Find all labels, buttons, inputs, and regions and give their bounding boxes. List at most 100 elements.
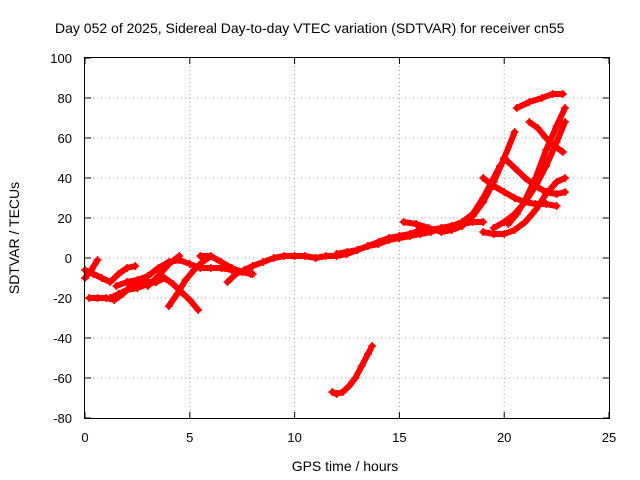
data-point (133, 284, 142, 292)
data-point (374, 240, 383, 248)
data-point (231, 270, 240, 278)
y-axis-label: SDTVAR / TECUs (6, 182, 22, 294)
x-tick-label: 15 (392, 430, 406, 445)
data-point (290, 252, 299, 260)
data-point (525, 98, 534, 106)
data-point (533, 124, 542, 132)
data-point (479, 218, 488, 226)
data-point (240, 266, 249, 274)
y-tick-label: 60 (58, 131, 72, 146)
data-point (114, 270, 123, 278)
data-point (521, 218, 530, 226)
data-point (504, 220, 513, 228)
series-line-arc-11 (329, 343, 376, 397)
data-point (368, 342, 377, 350)
data-point (525, 118, 534, 126)
data-point (196, 252, 205, 260)
data-point (542, 200, 551, 208)
y-tick-label: 100 (50, 51, 72, 66)
data-point (93, 294, 102, 302)
data-point (122, 278, 131, 286)
y-tick-label: -20 (53, 291, 72, 306)
x-tick-label: 10 (287, 430, 301, 445)
data-point (447, 224, 456, 232)
data-point (198, 258, 207, 266)
data-point (542, 162, 551, 170)
data-point (175, 252, 184, 260)
data-point (531, 200, 540, 208)
y-tick-label: 40 (58, 171, 72, 186)
x-axis-label: GPS time / hours (292, 458, 399, 474)
data-point (169, 280, 178, 288)
data-point (560, 118, 569, 126)
data-point (223, 278, 232, 286)
plot-series (81, 90, 569, 398)
data-point (97, 274, 106, 282)
data-point (363, 350, 372, 358)
data-point (552, 122, 561, 130)
data-point (416, 224, 425, 232)
data-point (269, 254, 278, 262)
data-point (521, 198, 530, 206)
data-point (131, 262, 140, 270)
data-point (500, 188, 509, 196)
data-point (181, 276, 190, 284)
y-tick-label: 80 (58, 91, 72, 106)
series-line-arc-7 (165, 253, 214, 309)
data-point (357, 362, 366, 370)
data-point (542, 134, 551, 142)
data-point (531, 182, 540, 190)
data-point (489, 224, 498, 232)
y-tick-label: 20 (58, 211, 72, 226)
data-point (552, 190, 561, 198)
data-point (106, 278, 115, 286)
data-point (558, 90, 567, 98)
x-tick-label: 0 (81, 430, 88, 445)
data-point (353, 246, 362, 254)
data-point (510, 226, 519, 234)
data-point (122, 286, 131, 294)
y-axis-ticks: -80 -60 -40 -20 0 20 40 60 80 100 (50, 51, 609, 426)
data-point (164, 302, 173, 310)
data-point (399, 218, 408, 226)
data-point (479, 198, 488, 206)
data-point (552, 178, 561, 186)
data-point (479, 228, 488, 236)
x-tick-label: 20 (497, 430, 511, 445)
data-point (412, 220, 421, 228)
data-point (106, 294, 115, 302)
data-point (426, 226, 435, 234)
data-point (510, 164, 519, 172)
data-point (489, 182, 498, 190)
data-point (395, 234, 404, 242)
data-point (189, 266, 198, 274)
y-tick-label: 0 (65, 251, 72, 266)
series-line-arc-19 (513, 91, 566, 111)
data-point (185, 260, 194, 268)
data-point (173, 290, 182, 298)
data-point (458, 220, 467, 228)
data-point (311, 254, 320, 262)
plot-frame (84, 57, 610, 419)
data-point (154, 264, 163, 272)
y-tick-label: -60 (53, 371, 72, 386)
data-point (521, 174, 530, 182)
data-point (122, 264, 131, 272)
data-point (248, 262, 257, 270)
y-tick-label: -80 (53, 411, 72, 426)
data-point (112, 282, 121, 290)
data-point (85, 294, 94, 302)
data-point (542, 188, 551, 196)
data-point (405, 232, 414, 240)
data-point (345, 382, 354, 390)
data-point (89, 270, 98, 278)
data-point (500, 230, 509, 238)
data-point (351, 374, 360, 382)
data-point (479, 174, 488, 182)
data-point (332, 250, 341, 258)
grid (85, 58, 609, 418)
data-point (301, 252, 310, 260)
data-point (437, 226, 446, 234)
data-point (512, 104, 521, 112)
